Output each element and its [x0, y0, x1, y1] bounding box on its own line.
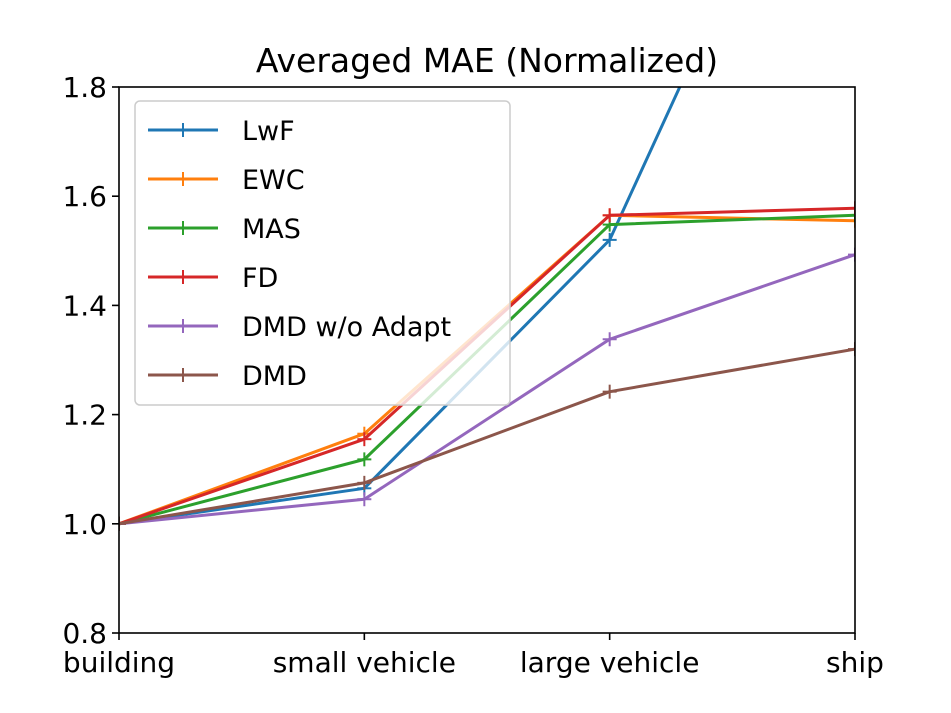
- data-point-fd: [602, 208, 617, 223]
- legend-entry-dmd: DMD: [148, 361, 307, 392]
- legend-entry-lwf: LwF: [148, 116, 295, 147]
- data-point-dmd: [357, 475, 372, 490]
- data-point-mas: [848, 208, 855, 223]
- series-line-dmd: [119, 347, 855, 526]
- data-point-dmd: [119, 516, 126, 531]
- legend-label: MAS: [242, 214, 301, 245]
- y-tick-label: 1.2: [62, 399, 107, 432]
- data-point-lwf: [602, 232, 617, 247]
- y-tick-label: 0.8: [62, 617, 107, 650]
- chart-title: Averaged MAE (Normalized): [256, 41, 718, 80]
- legend-entry-ewc: EWC: [148, 165, 305, 196]
- plot-frame: [118, 86, 856, 634]
- x-tick-label: large vehicle: [520, 646, 700, 679]
- x-tick-label: building: [63, 646, 175, 679]
- series-line-dmd-w-o-adapt: [119, 253, 855, 526]
- data-point-fd: [848, 201, 855, 216]
- data-point-dmd-w-o-adapt: [848, 247, 855, 262]
- legend-label: DMD w/o Adapt: [242, 312, 451, 343]
- data-point-mas: [357, 452, 372, 467]
- data-point-dmd: [602, 384, 617, 399]
- data-point-ewc: [848, 213, 855, 228]
- axis-layer: 0.8 1.0 1.2 1.4 1.6 1.8 building small vehicle l…: [62, 71, 883, 679]
- legend-label: EWC: [242, 165, 305, 196]
- data-point-dmd-w-o-adapt: [357, 492, 372, 507]
- legend: LwF EWC MAS FD DMD w/o Adapt DMD: [134, 100, 511, 406]
- y-tick-label: 1.4: [62, 289, 107, 322]
- x-tick-label: small vehicle: [273, 646, 456, 679]
- data-point-fd: [357, 432, 372, 447]
- legend-entry-dmd-w-o-adapt: DMD w/o Adapt: [148, 312, 451, 343]
- legend-entry-mas: MAS: [148, 214, 301, 245]
- legend-label: LwF: [242, 116, 295, 147]
- legend-label: FD: [242, 263, 278, 294]
- legend-label: DMD: [242, 361, 307, 392]
- data-point-dmd: [848, 342, 855, 357]
- y-tick-label: 1.0: [62, 508, 107, 541]
- x-tick-label: ship: [826, 646, 884, 679]
- y-tick-label: 1.6: [62, 180, 107, 213]
- data-point-dmd-w-o-adapt: [602, 332, 617, 347]
- y-tick-label: 1.8: [62, 71, 107, 104]
- legend-box: [134, 100, 511, 406]
- legend-entry-fd: FD: [148, 263, 278, 294]
